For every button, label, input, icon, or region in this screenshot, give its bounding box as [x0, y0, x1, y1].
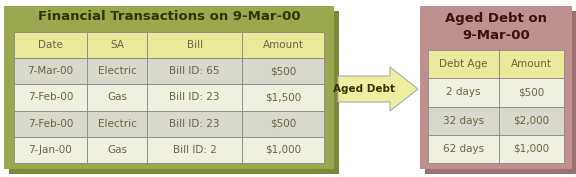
FancyBboxPatch shape — [147, 58, 242, 84]
Text: Bill ID: 65: Bill ID: 65 — [169, 66, 220, 76]
Polygon shape — [338, 67, 418, 111]
Text: Aged Debt on
9-Mar-00: Aged Debt on 9-Mar-00 — [445, 12, 547, 42]
FancyBboxPatch shape — [147, 32, 242, 58]
Text: 62 days: 62 days — [443, 144, 484, 154]
FancyBboxPatch shape — [428, 135, 499, 163]
Text: 2 days: 2 days — [446, 87, 480, 97]
FancyBboxPatch shape — [4, 6, 334, 169]
Text: $1,000: $1,000 — [513, 144, 550, 154]
Text: $2,000: $2,000 — [513, 116, 550, 126]
Text: Bill ID: 23: Bill ID: 23 — [169, 119, 220, 129]
FancyBboxPatch shape — [242, 58, 324, 84]
FancyBboxPatch shape — [499, 50, 564, 78]
FancyBboxPatch shape — [87, 58, 147, 84]
Text: 7-Feb-00: 7-Feb-00 — [28, 119, 73, 129]
FancyBboxPatch shape — [87, 32, 147, 58]
FancyBboxPatch shape — [242, 137, 324, 163]
FancyBboxPatch shape — [499, 107, 564, 135]
Text: Amount: Amount — [511, 59, 552, 69]
Text: Debt Age: Debt Age — [439, 59, 488, 69]
FancyBboxPatch shape — [242, 32, 324, 58]
FancyBboxPatch shape — [9, 11, 339, 174]
Text: $500: $500 — [518, 87, 544, 97]
FancyBboxPatch shape — [14, 84, 87, 111]
Text: 7-Feb-00: 7-Feb-00 — [28, 93, 73, 102]
FancyBboxPatch shape — [428, 107, 499, 135]
FancyBboxPatch shape — [428, 50, 499, 78]
FancyBboxPatch shape — [87, 84, 147, 111]
Text: Date: Date — [38, 40, 63, 50]
Text: Electric: Electric — [98, 119, 137, 129]
FancyBboxPatch shape — [14, 137, 87, 163]
FancyBboxPatch shape — [87, 111, 147, 137]
FancyBboxPatch shape — [242, 111, 324, 137]
Text: Bill ID: 2: Bill ID: 2 — [173, 145, 217, 155]
FancyBboxPatch shape — [499, 135, 564, 163]
Text: Aged Debt: Aged Debt — [333, 84, 395, 94]
FancyBboxPatch shape — [147, 84, 242, 111]
FancyBboxPatch shape — [420, 6, 572, 169]
FancyBboxPatch shape — [87, 137, 147, 163]
FancyBboxPatch shape — [14, 111, 87, 137]
Text: $1,500: $1,500 — [265, 93, 301, 102]
FancyBboxPatch shape — [147, 111, 242, 137]
FancyBboxPatch shape — [499, 78, 564, 107]
Text: Bill: Bill — [187, 40, 203, 50]
Text: Gas: Gas — [107, 145, 127, 155]
FancyBboxPatch shape — [14, 58, 87, 84]
Text: $500: $500 — [270, 119, 296, 129]
Text: 7-Jan-00: 7-Jan-00 — [29, 145, 73, 155]
Text: Financial Transactions on 9-Mar-00: Financial Transactions on 9-Mar-00 — [37, 10, 300, 24]
Text: Electric: Electric — [98, 66, 137, 76]
FancyBboxPatch shape — [14, 32, 87, 58]
Text: Gas: Gas — [107, 93, 127, 102]
Text: 7-Mar-00: 7-Mar-00 — [28, 66, 74, 76]
Text: $500: $500 — [270, 66, 296, 76]
Text: Amount: Amount — [263, 40, 304, 50]
FancyBboxPatch shape — [147, 137, 242, 163]
FancyBboxPatch shape — [425, 11, 576, 174]
Text: Bill ID: 23: Bill ID: 23 — [169, 93, 220, 102]
Text: SA: SA — [110, 40, 124, 50]
Text: $1,000: $1,000 — [265, 145, 301, 155]
Text: 32 days: 32 days — [443, 116, 484, 126]
FancyBboxPatch shape — [242, 84, 324, 111]
FancyBboxPatch shape — [428, 78, 499, 107]
